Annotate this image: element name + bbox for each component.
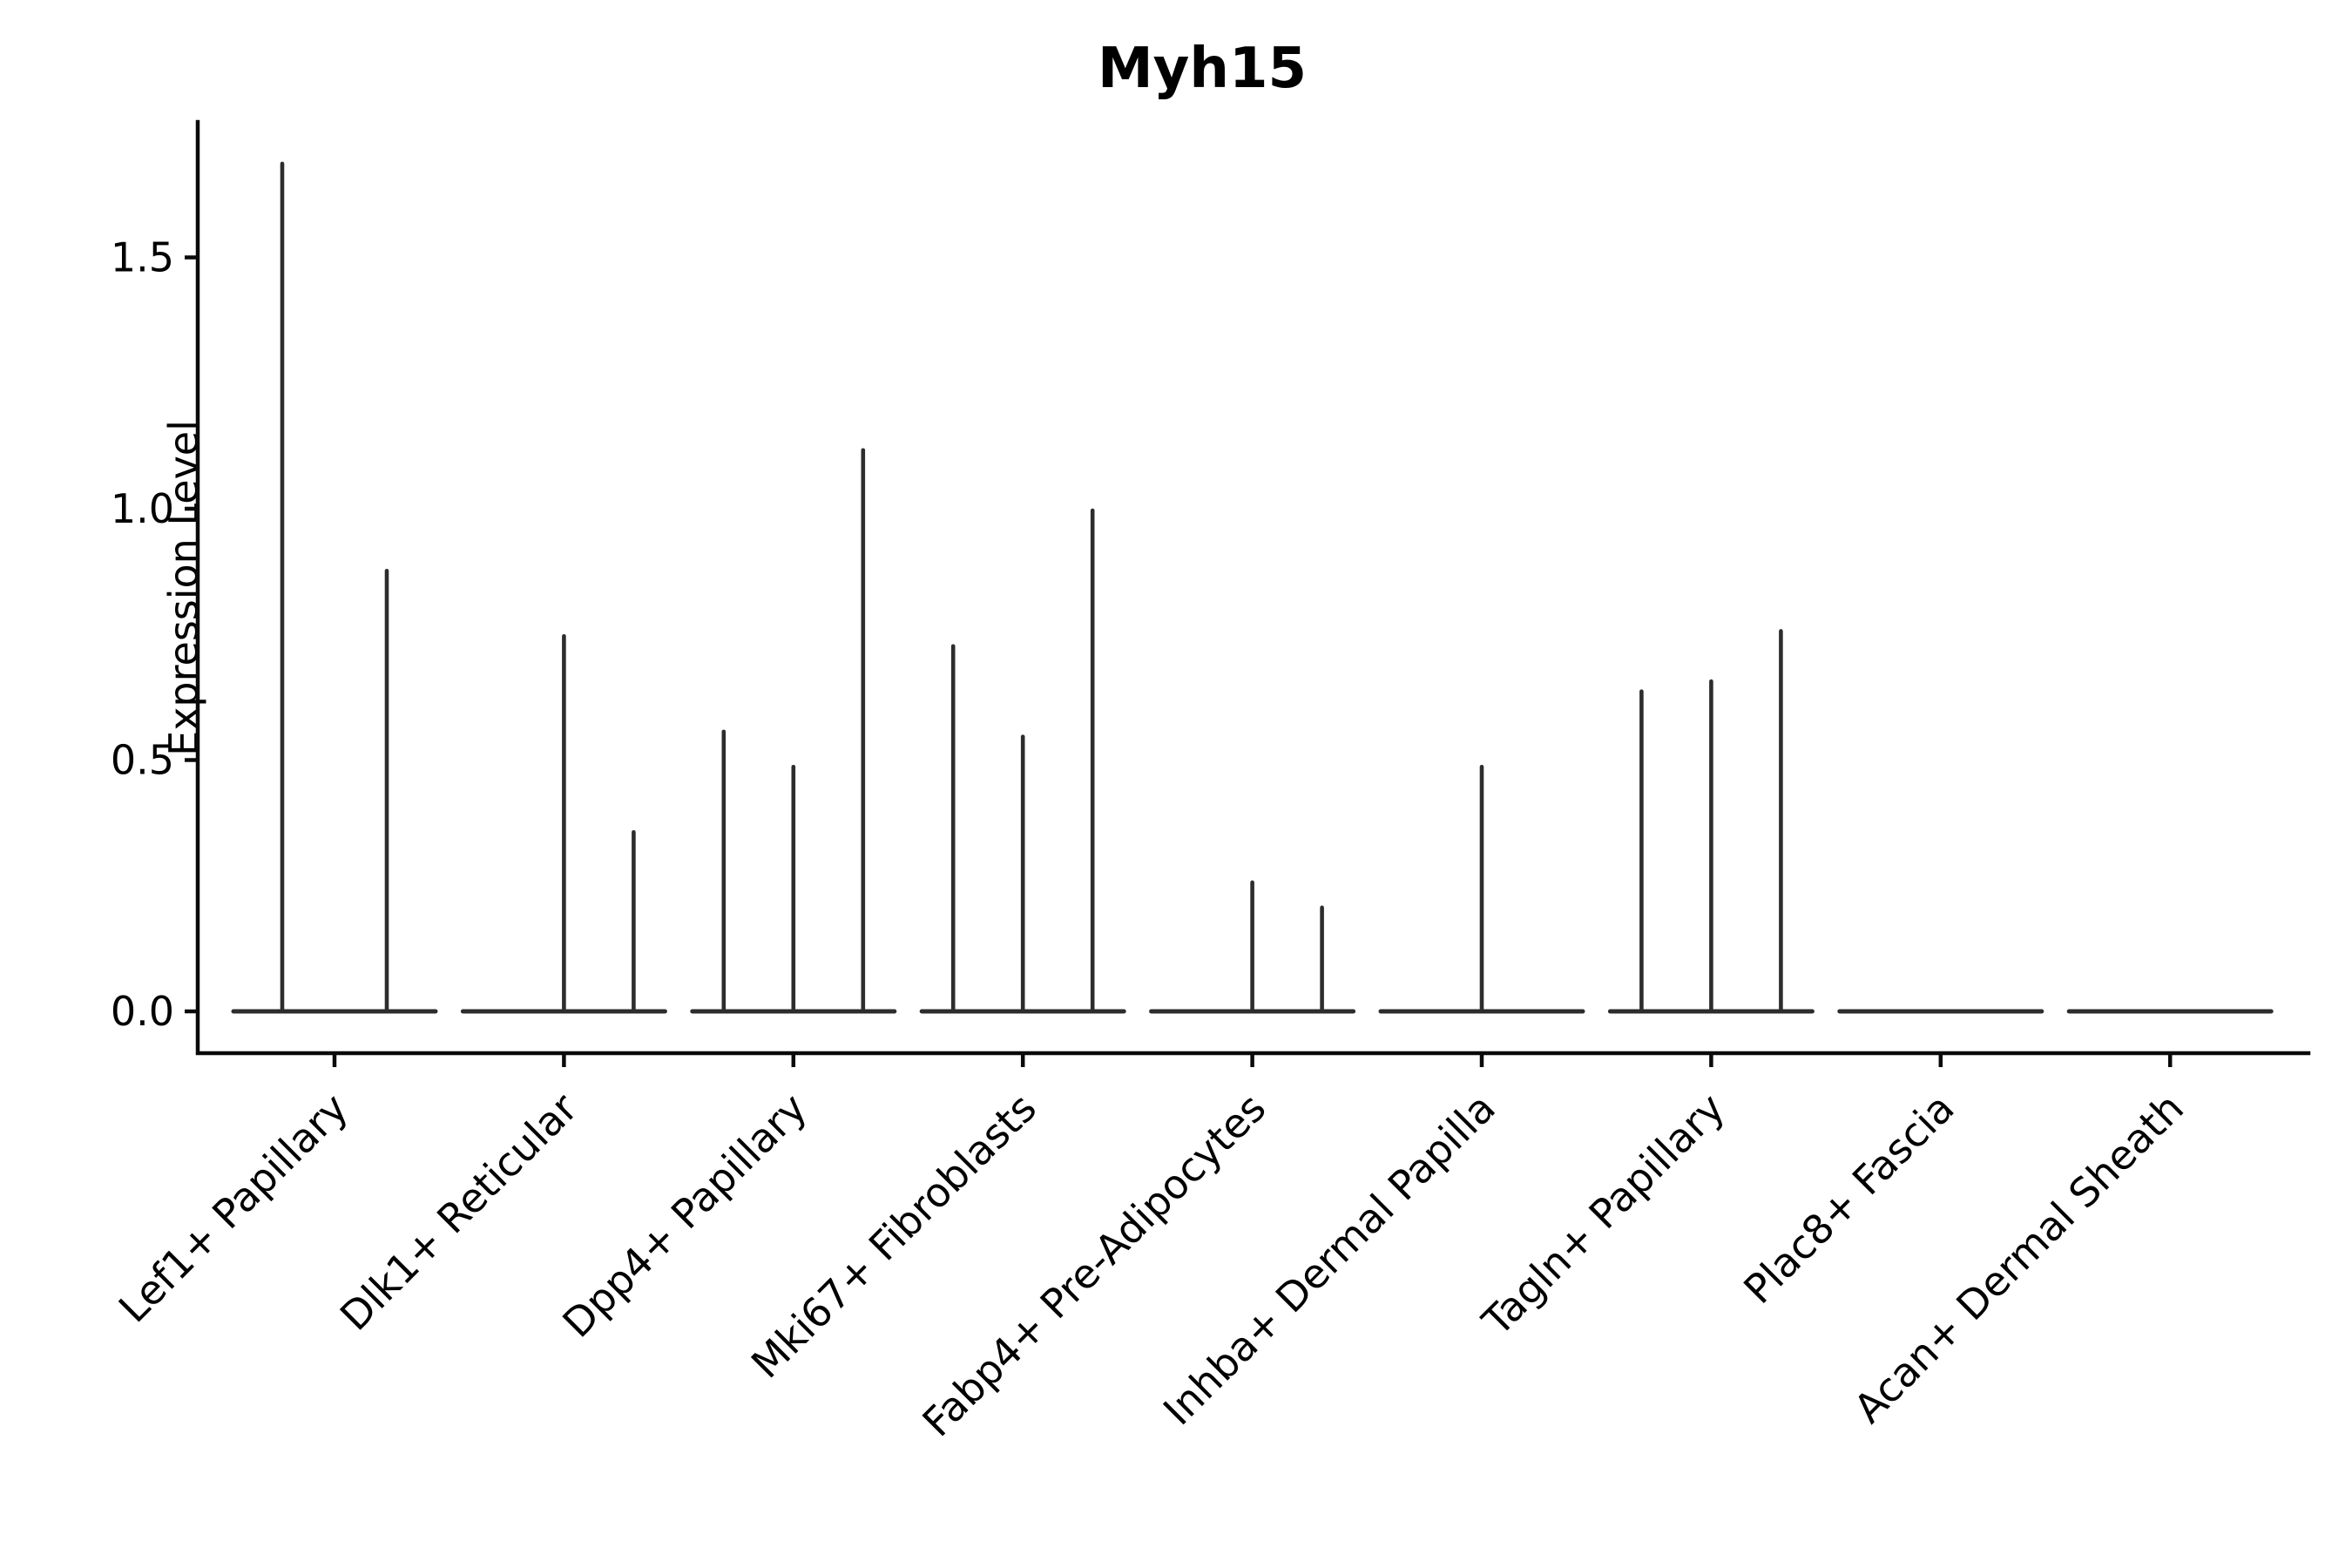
x-tick-label: Lef1+ Papillary	[110, 1085, 357, 1332]
x-tick-label: Dlk1+ Reticular	[331, 1085, 586, 1340]
y-tick-label: 1.5	[111, 234, 174, 281]
chart-title: Myh15	[1097, 37, 1308, 101]
x-tick-label: Tagln+ Papillary	[1473, 1085, 1734, 1346]
y-tick-label: 0.5	[111, 737, 174, 784]
y-tick-label: 1.0	[111, 485, 174, 532]
y-tick-label: 0.0	[111, 988, 174, 1035]
axis-spines	[195, 119, 2311, 1056]
x-tick-label: Dpp4+ Papillary	[553, 1085, 815, 1347]
x-tick-label: Plac8+ Fascia	[1734, 1085, 1963, 1313]
